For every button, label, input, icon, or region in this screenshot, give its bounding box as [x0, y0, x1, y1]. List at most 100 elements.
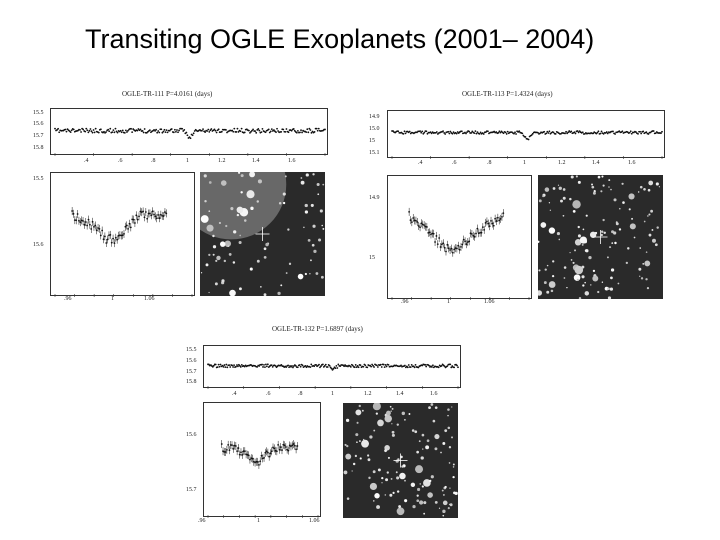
data-point [415, 219, 417, 222]
data-point [135, 214, 138, 217]
data-point [301, 364, 304, 367]
ytick: 15.1 [369, 150, 380, 156]
star [648, 233, 652, 237]
data-point [220, 443, 223, 445]
data-point [98, 227, 101, 230]
data-point [554, 133, 557, 135]
data-point [513, 132, 515, 135]
data-point [310, 131, 313, 134]
data-point [397, 130, 400, 133]
star [288, 262, 292, 265]
data-point [189, 137, 192, 140]
data-point [383, 366, 386, 369]
data-point [224, 451, 227, 453]
data-point [168, 129, 171, 132]
data-point [294, 364, 297, 367]
data-point [276, 127, 278, 130]
data-point [265, 450, 268, 453]
star [278, 202, 282, 205]
data-point [256, 365, 259, 368]
data-point [232, 130, 235, 133]
data-point [237, 131, 240, 133]
data-point [468, 130, 471, 133]
xtick: 1.4 [396, 391, 404, 397]
data-point [458, 248, 461, 251]
data-point [436, 243, 439, 246]
star [656, 226, 659, 229]
data-point [54, 127, 56, 130]
data-point [131, 131, 134, 134]
data-point [371, 363, 373, 366]
data-point [461, 243, 464, 246]
data-point [336, 367, 339, 369]
data-point [78, 219, 80, 222]
star [426, 439, 430, 443]
star [277, 291, 281, 296]
ytick: 15.8 [186, 379, 197, 385]
star [423, 501, 427, 505]
data-point [465, 243, 468, 246]
star [354, 454, 358, 458]
data-point [89, 128, 92, 130]
data-point [233, 364, 235, 367]
data-point [543, 130, 546, 133]
data-point [431, 366, 433, 368]
star [645, 251, 648, 253]
star [602, 218, 605, 222]
data-point [240, 363, 243, 366]
star [582, 228, 585, 231]
star [404, 479, 406, 482]
data-point [103, 235, 106, 238]
data-point [606, 132, 609, 135]
data-point [87, 131, 90, 134]
data-point [505, 133, 508, 135]
data-point [84, 130, 87, 133]
data-point [243, 450, 246, 453]
data-point [293, 129, 296, 132]
data-point [139, 210, 142, 213]
star [304, 203, 308, 208]
star [229, 289, 236, 296]
data-point [494, 217, 497, 220]
xtick: 1.6 [430, 391, 438, 397]
star [546, 264, 549, 267]
star [614, 241, 617, 245]
star [418, 500, 424, 505]
xtick: .8 [298, 391, 303, 397]
star [212, 245, 217, 249]
star [451, 406, 453, 408]
star [304, 272, 308, 276]
data-point [90, 130, 93, 133]
xtick: .4 [418, 160, 423, 166]
star [391, 423, 393, 425]
data-point [255, 460, 258, 463]
star [452, 463, 455, 466]
star [647, 188, 651, 192]
data-point [324, 128, 326, 131]
data-point [107, 128, 110, 131]
data-point [430, 132, 433, 135]
data-point [117, 234, 120, 237]
transit-zoom-svg [391, 207, 530, 300]
data-point [356, 365, 359, 367]
star [310, 259, 312, 262]
data-point [146, 217, 149, 220]
data-point [652, 130, 655, 132]
data-point [116, 131, 119, 134]
data-point [487, 130, 489, 133]
data-point [121, 234, 124, 237]
data-point [315, 127, 318, 130]
star [651, 238, 656, 243]
star [602, 184, 605, 187]
data-point [434, 241, 436, 243]
star [418, 440, 421, 443]
ytick: 15.6 [186, 358, 197, 364]
data-point [270, 364, 273, 367]
data-point [149, 212, 151, 215]
star [392, 491, 395, 494]
star [557, 184, 560, 186]
data-point [287, 131, 290, 134]
xtick: 1 [523, 160, 526, 166]
data-point [455, 132, 458, 135]
data-point [429, 131, 432, 134]
